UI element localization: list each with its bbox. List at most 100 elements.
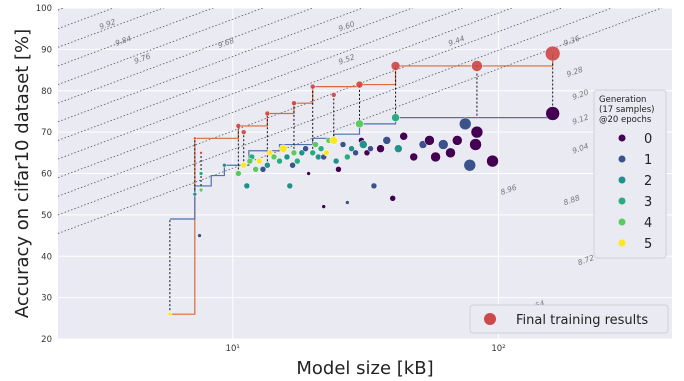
data-point [545,106,560,121]
data-point [438,139,449,150]
data-point [283,153,291,161]
data-point [463,158,477,172]
y-tick-label: 60 [41,170,52,180]
legend-title: @20 epochs [599,115,652,125]
legend-marker [618,239,626,247]
final-point [544,45,561,62]
data-point [486,154,499,168]
data-point [399,132,408,141]
data-points [167,45,561,317]
data-point [197,233,202,238]
y-tick-label: 80 [41,87,52,97]
x-tick-label: 10² [491,344,505,354]
data-point [452,135,463,146]
legend-label: 3 [644,195,652,210]
legend-generation: Generation(17 samples)@20 epochs 0 1 2 3 4 5 [593,89,667,259]
data-point [222,162,227,168]
data-point [246,157,254,165]
x-tick-label: 10¹ [226,344,240,354]
data-point [445,147,456,159]
contour-line [58,8,264,85]
final-point [471,60,483,72]
pareto-line-blue [169,113,554,220]
x-axis-label: Model size [kB] [296,358,433,379]
contour-line [58,8,563,197]
y-tick-label: 20 [41,335,52,345]
legend-marker [618,134,626,142]
y-tick-label: 70 [41,128,52,138]
data-point [363,149,371,157]
legend-label: 5 [644,237,652,252]
contour-line [58,8,215,67]
data-point [298,149,306,157]
data-point [259,166,267,173]
data-point [329,136,339,145]
data-point [289,161,296,169]
data-point [370,182,378,190]
data-point [264,161,271,169]
legend-title: Generation [599,95,646,105]
data-point [367,145,374,152]
contour-line [58,8,514,179]
legend-marker [618,197,626,205]
data-point [409,152,418,162]
legend-label: 2 [644,174,652,189]
contour-line [58,8,364,123]
legend-label: 1 [644,153,652,168]
data-point [359,140,368,149]
data-point [302,145,309,152]
data-point [192,191,198,197]
data-point [315,153,322,161]
y-tick-label: 50 [41,211,52,221]
data-point [256,157,263,165]
axes: 20 30 40 50 60 70 80 90 100 10¹ 10² [36,4,506,354]
y-tick-label: 40 [41,252,52,262]
contour-line [58,8,314,104]
data-point [344,153,351,161]
data-point [355,119,364,129]
final-point [390,61,401,71]
legend-title: (17 samples) [599,105,654,115]
data-point [270,153,278,161]
data-point [332,157,340,165]
data-point [198,187,204,193]
data-point [469,138,482,151]
data-point [286,182,294,190]
data-point [306,171,311,176]
data-point [430,151,441,163]
data-point [240,161,247,169]
data-point [294,157,301,165]
data-point [345,200,350,205]
legend-marker [484,313,496,325]
final-point [240,129,247,135]
data-point [352,149,359,157]
final-point [291,100,297,106]
pareto-line-orange [169,53,554,315]
legend-label: 0 [644,132,652,147]
final-point [235,123,242,129]
data-point [321,204,326,209]
data-point [335,166,342,173]
data-point [276,157,283,165]
data-point [339,141,347,148]
data-point [323,149,330,157]
legend-marker [618,155,626,163]
y-axis-label: Accuracy on cifar10 dataset [%] [12,29,33,318]
data-point [266,149,274,157]
final-point [331,92,337,98]
data-point [348,145,355,152]
data-point [290,149,298,157]
data-point [167,311,173,317]
final-point [199,151,203,155]
legend-label: Final training results [516,313,648,328]
data-point [458,117,472,131]
data-point [424,135,435,146]
data-point [279,144,288,153]
data-point [389,195,396,202]
data-point [394,144,403,153]
legend-box [593,89,667,259]
data-point [252,166,259,173]
final-point [193,136,197,141]
final-point [264,110,271,117]
contour-line [58,8,613,216]
